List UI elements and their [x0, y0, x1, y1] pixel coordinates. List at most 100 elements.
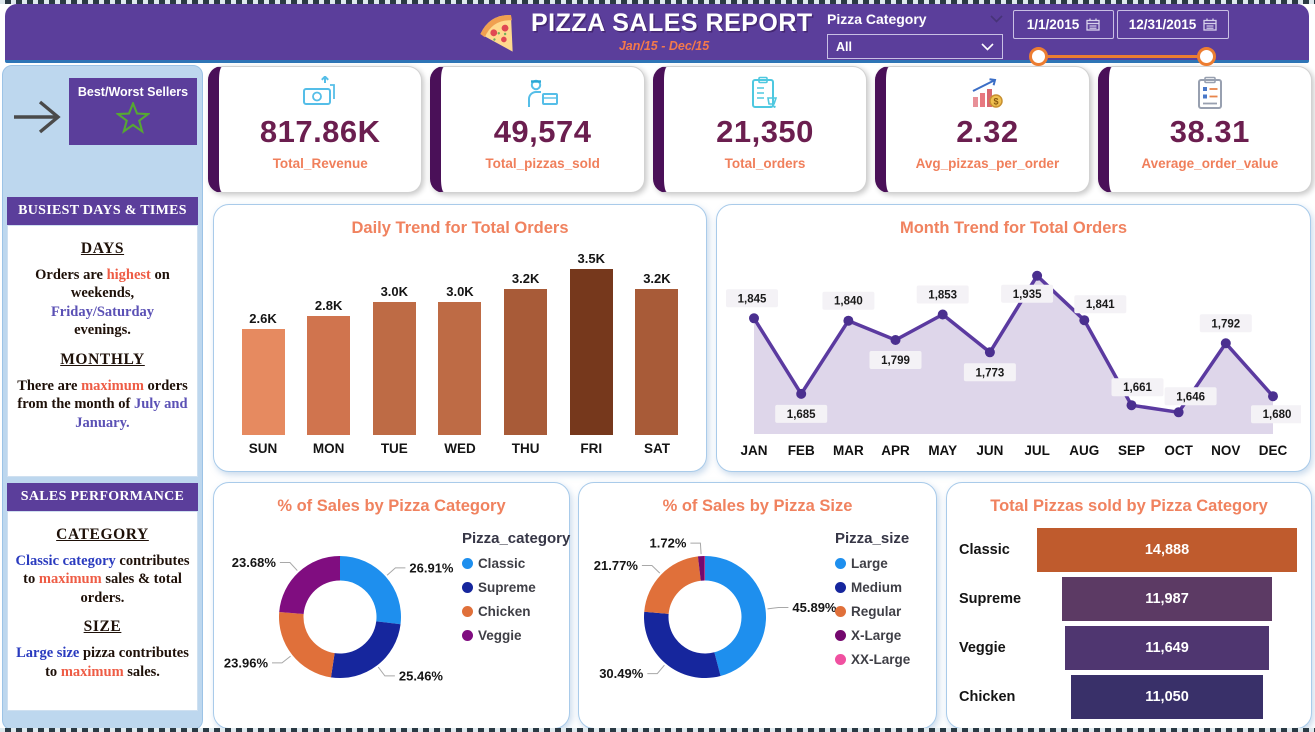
date-to-input[interactable]: 12/31/2015: [1117, 10, 1229, 39]
legend-item-supreme[interactable]: Supreme: [461, 580, 567, 595]
kpi-card-total-pizzas-sold[interactable]: 49,574 Total_pizzas_sold: [430, 66, 645, 193]
point-nov[interactable]: [1220, 338, 1231, 349]
legend-item-regular[interactable]: Regular: [835, 604, 927, 619]
slice-regular[interactable]: [644, 556, 701, 614]
date-from-input[interactable]: 1/1/2015: [1013, 10, 1114, 39]
funnel-bar-chicken[interactable]: 11,050: [1070, 675, 1264, 719]
month-trend-chart: Month Trend for Total Orders 1,845 1,685 1…: [716, 204, 1311, 472]
category-funnel-chart: Total Pizzas sold by Pizza Category Clas…: [946, 482, 1312, 729]
trend-area: [754, 275, 1273, 434]
x-axis-label: SEP: [1118, 443, 1145, 458]
x-axis-label: OCT: [1164, 443, 1193, 458]
funnel-rows: Classic 14,888 Supreme 11,987 Veggie 11,649 Ch…: [959, 528, 1297, 719]
slice-chicken[interactable]: [278, 611, 335, 678]
point-feb[interactable]: [796, 388, 807, 399]
legend-item-classic[interactable]: Classic: [461, 556, 567, 571]
slice-large[interactable]: [705, 556, 767, 676]
category-label: Classic: [959, 542, 1010, 558]
bar-group-fri: 3.5K FRI: [566, 244, 616, 456]
value-label: 1,845: [738, 293, 767, 305]
x-axis-label: SUN: [248, 441, 278, 456]
slice-percent-label: 1.72%: [650, 536, 687, 551]
point-dec[interactable]: [1268, 391, 1278, 402]
slider-handle-end[interactable]: [1197, 47, 1216, 66]
slice-x-large[interactable]: [697, 556, 705, 581]
legend-item-x-large[interactable]: X-Large: [835, 628, 927, 643]
svg-text:$: $: [994, 97, 999, 107]
value-label: 1,792: [1211, 318, 1240, 330]
header-bar: PIZZA SALES REPORT Jan/15 - Dec/15 Pizza…: [5, 4, 1309, 63]
kpi-card-avg-pizzas-per-order[interactable]: $ 2.32 Avg_pizzas_per_order: [875, 66, 1090, 193]
slice-xx-large[interactable]: [704, 555, 706, 581]
top-edge-divider: [0, 0, 1315, 4]
category-dropdown[interactable]: All: [827, 34, 1003, 59]
funnel-bar-veggie[interactable]: 11,649: [1065, 626, 1269, 670]
bar-value-label: 3.0K: [446, 284, 474, 300]
x-axis-label: JUN: [976, 443, 1003, 458]
month-line-plot[interactable]: 1,845 1,685 1,840 1,799 1,853 1,773 1,935 1,841…: [726, 240, 1301, 466]
point-jul[interactable]: [1032, 270, 1043, 281]
slider-handle-start[interactable]: [1029, 47, 1048, 66]
delivery-icon: [441, 76, 643, 113]
chevron-down-icon: [981, 42, 994, 51]
date-range-slider-track[interactable]: [1038, 55, 1206, 58]
bar-group-mon: 2.8K MON: [304, 244, 354, 456]
funnel-bar-supreme[interactable]: 11,987: [1062, 577, 1272, 621]
bar-group-sun: 2.6K SUN: [238, 244, 288, 456]
point-oct[interactable]: [1173, 407, 1184, 418]
kpi-card-total-revenue[interactable]: 817.86K Total_Revenue: [208, 66, 423, 193]
category-donut-plot[interactable]: 26.91% 25.46% 23.96% 23.68%: [216, 516, 470, 716]
point-may[interactable]: [937, 309, 948, 320]
point-sep[interactable]: [1126, 400, 1137, 411]
legend-title: Pizza_size: [835, 530, 910, 547]
bar-value-label: 11,649: [1145, 640, 1189, 656]
kpi-card-total-orders[interactable]: 21,350 Total_orders: [652, 66, 868, 193]
slice-supreme[interactable]: [330, 621, 401, 679]
x-axis-label: MAR: [833, 443, 864, 458]
point-aug[interactable]: [1079, 315, 1090, 326]
bar-value-label: 3.5K: [577, 251, 606, 266]
bar-mon[interactable]: [307, 315, 351, 435]
legend-item-chicken[interactable]: Chicken: [461, 604, 567, 619]
kpi-card-average-order-value[interactable]: 38.31 Average_order_value: [1097, 66, 1313, 193]
point-jun[interactable]: [984, 347, 995, 358]
bar-sun[interactable]: [241, 328, 285, 435]
collapse-chevron-icon[interactable]: [990, 10, 1003, 28]
bar-value-label: 11,987: [1145, 591, 1189, 607]
slice-classic[interactable]: [340, 556, 401, 625]
size-donut-plot[interactable]: 45.89% 30.49% 21.77% 1.72%: [581, 516, 843, 716]
legend-dot: [835, 654, 846, 665]
category-label: Veggie: [959, 640, 1006, 656]
legend-item-xx-large[interactable]: XX-Large: [835, 652, 927, 667]
value-label-box: [1074, 295, 1127, 314]
size-legend: Pizza_size Large Medium Regular X-Large XX-L…: [835, 530, 927, 716]
bar-tue[interactable]: [372, 302, 416, 435]
legend-item-veggie[interactable]: Veggie: [461, 628, 567, 643]
bar-wed[interactable]: [438, 302, 482, 435]
category-donut-chart: % of Sales by Pizza Category 26.91% 25.46…: [213, 482, 570, 729]
legend-label: X-Large: [851, 628, 902, 643]
funnel-bar-classic[interactable]: 14,888: [1037, 528, 1297, 572]
point-jan[interactable]: [749, 313, 759, 324]
point-apr[interactable]: [890, 335, 901, 345]
kpi-value: 49,574: [493, 114, 592, 149]
legend-item-medium[interactable]: Medium: [835, 580, 927, 595]
legend-item-large[interactable]: Large: [835, 556, 927, 571]
slice-veggie[interactable]: [279, 556, 340, 614]
label-leader-line: [767, 607, 789, 610]
label-leader-line: [386, 567, 406, 576]
legend-dot: [461, 606, 473, 617]
chart-title: Daily Trend for Total Orders: [351, 219, 569, 237]
days-insight-text: Orders are highest on weekends, Friday/S…: [35, 266, 170, 339]
x-axis-label: MAY: [928, 443, 957, 458]
best-worst-sellers-button[interactable]: Best/Worst Sellers: [69, 78, 197, 145]
bar-sat[interactable]: [635, 288, 679, 435]
funnel-row-supreme: Supreme 11,987: [959, 577, 1297, 621]
x-axis-label: SAT: [643, 441, 670, 456]
arrow-right-icon[interactable]: [11, 98, 63, 141]
slice-medium[interactable]: [644, 611, 721, 679]
bar-fri[interactable]: [569, 269, 613, 435]
bar-thu[interactable]: [504, 288, 548, 435]
point-mar[interactable]: [843, 315, 854, 326]
